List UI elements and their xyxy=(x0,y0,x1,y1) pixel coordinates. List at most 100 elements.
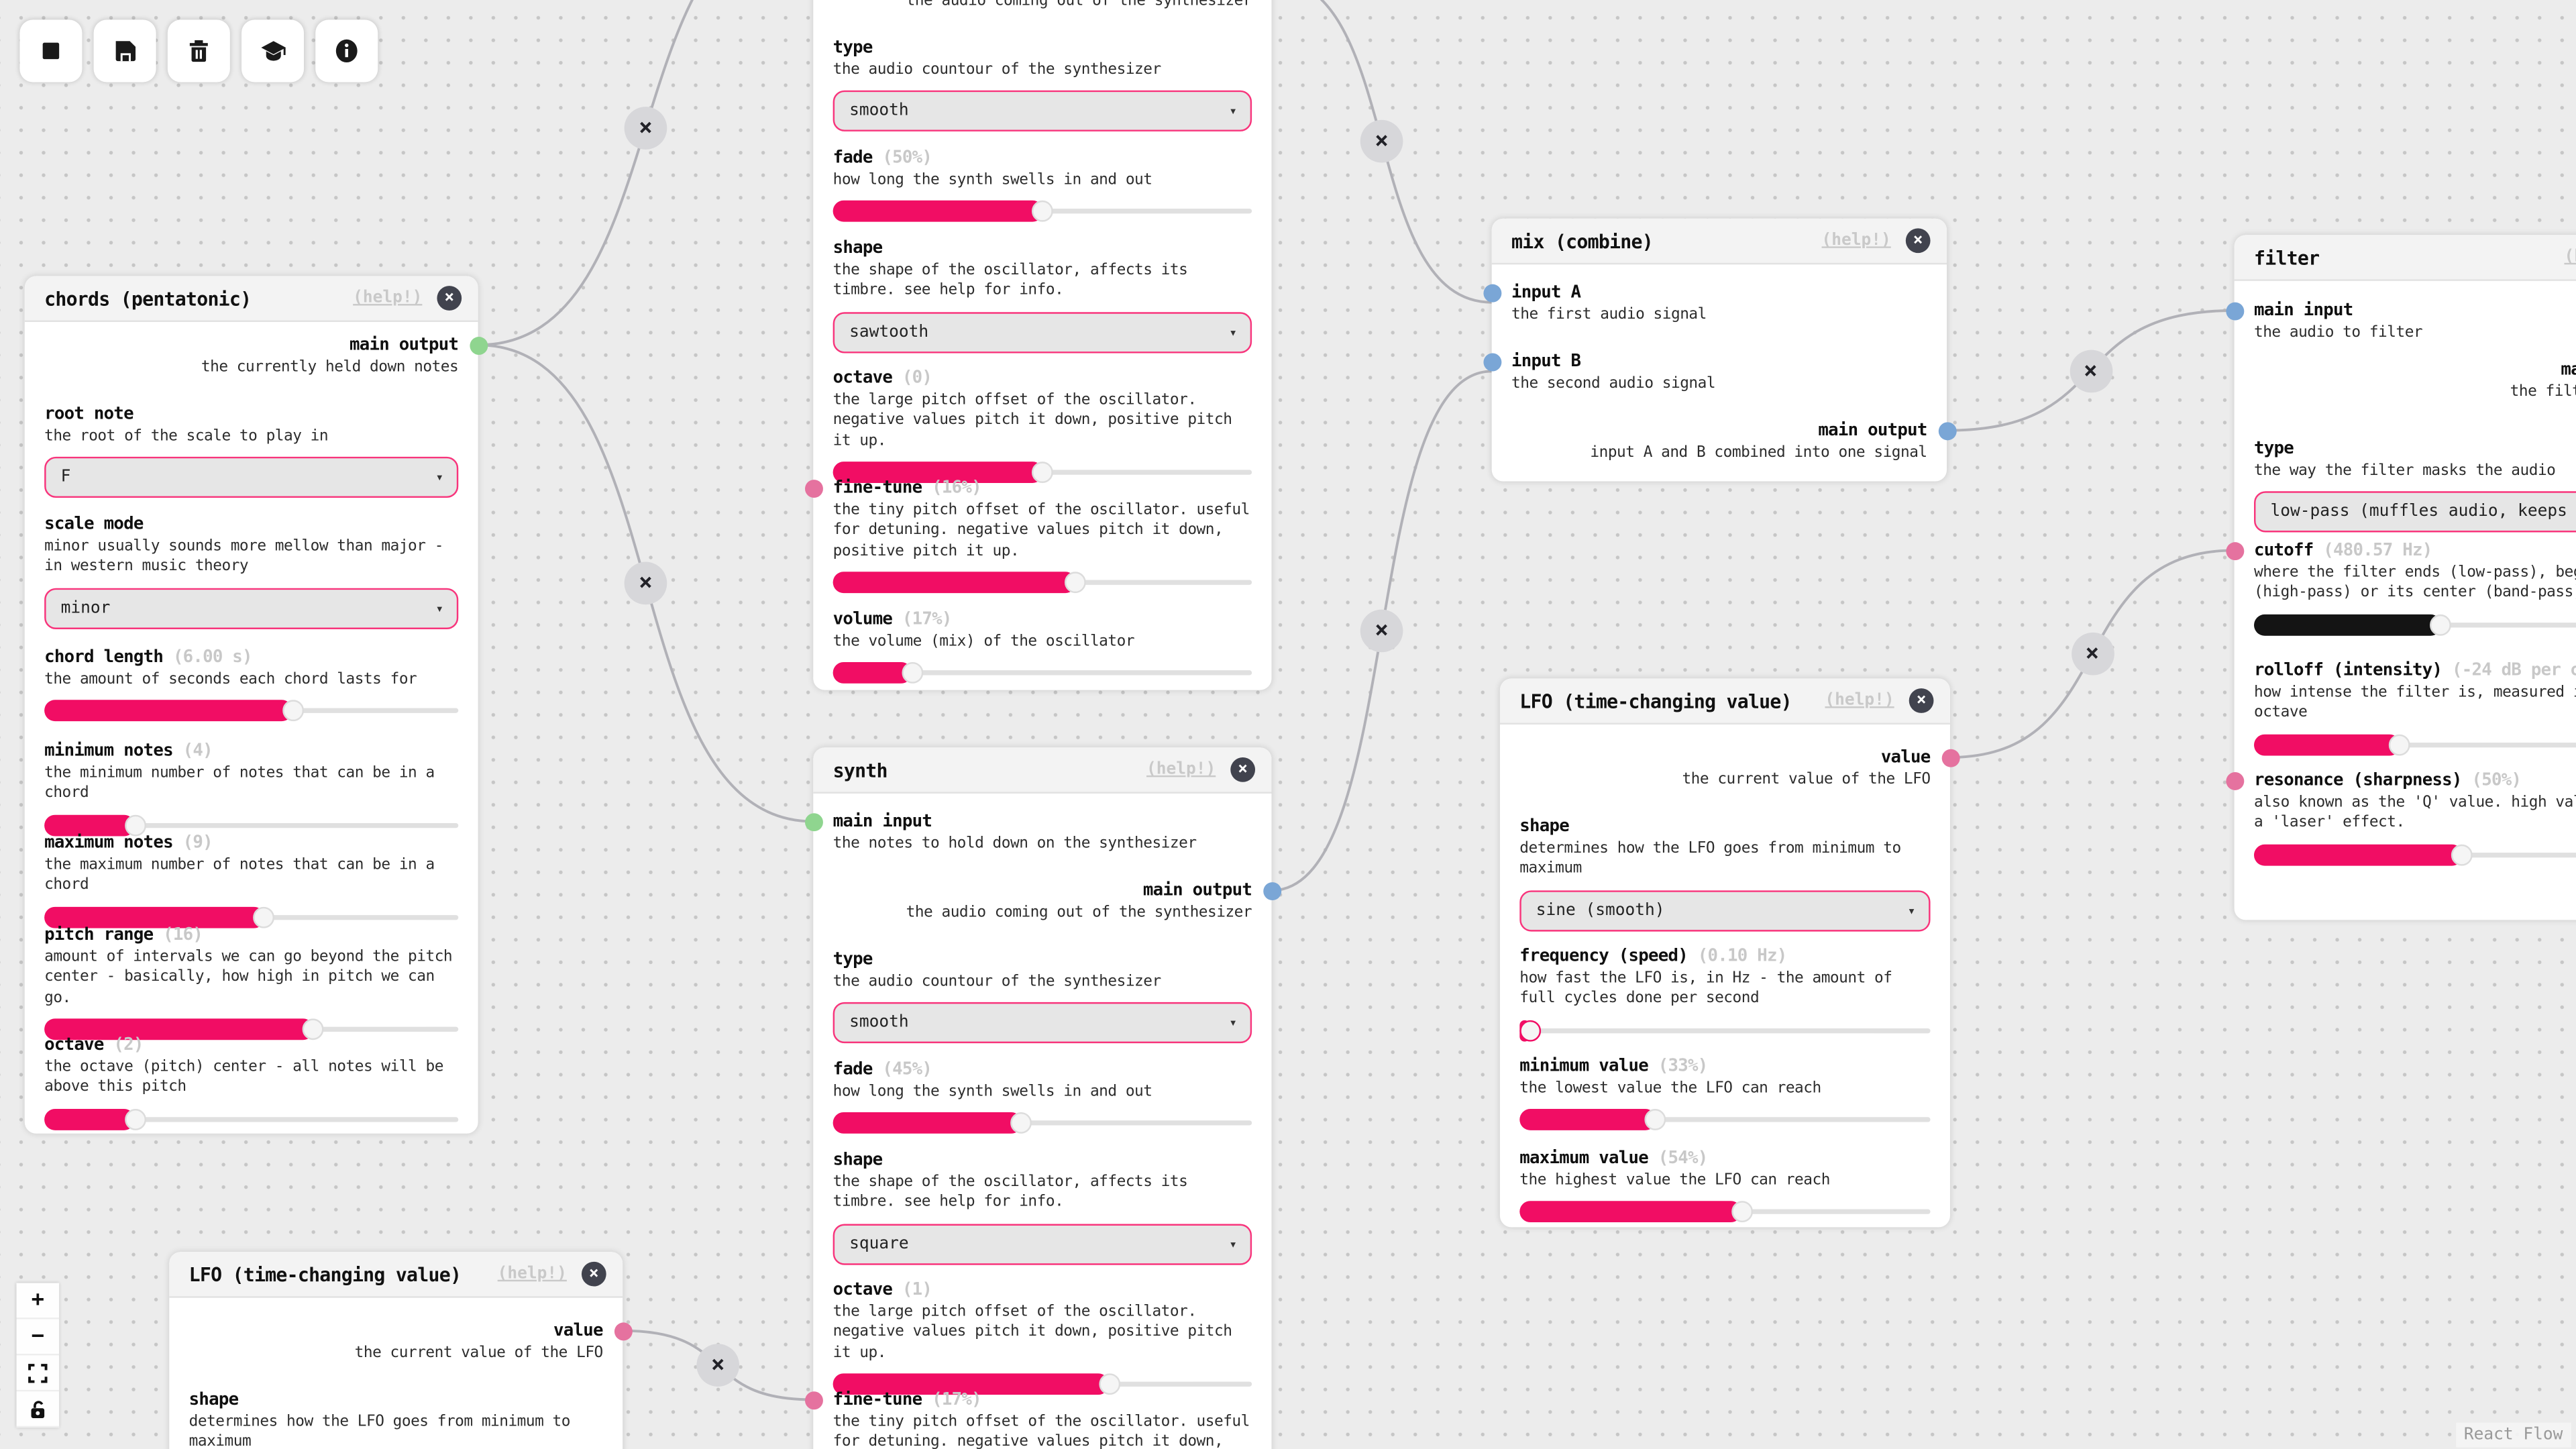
edge-delete-button[interactable]: × xyxy=(696,1344,740,1387)
blue-handle-target[interactable] xyxy=(1483,353,1501,372)
edge-delete-button[interactable]: × xyxy=(2070,632,2114,676)
slider-resonance-sharpness-[interactable] xyxy=(2254,843,2576,865)
slider-knob[interactable] xyxy=(2430,613,2451,635)
slider-maximum-notes[interactable] xyxy=(44,906,459,928)
help-link[interactable]: (help!) xyxy=(2564,248,2576,266)
slider-octave[interactable] xyxy=(44,1108,459,1130)
edge-delete-button[interactable]: × xyxy=(1360,119,1403,162)
slider-frequency-speed-[interactable] xyxy=(1519,1019,1931,1041)
slider-knob[interactable] xyxy=(1064,571,1086,593)
field-label: resonance (sharpness) (50%) xyxy=(2254,770,2522,790)
slider-fine-tune[interactable] xyxy=(833,571,1252,593)
slider-knob[interactable] xyxy=(125,814,146,836)
node-chords[interactable]: chords (pentatonic) (help!) × main output th… xyxy=(24,276,488,1134)
slider-octave[interactable] xyxy=(833,461,1252,483)
pink-handle-source[interactable] xyxy=(804,480,822,498)
help-link[interactable]: (help!) xyxy=(1146,760,1216,779)
slider-cutoff[interactable] xyxy=(2254,613,2576,635)
slider-knob[interactable] xyxy=(1010,1112,1032,1134)
delete-button[interactable] xyxy=(167,19,230,83)
field-type: type the audio countour of the synthesize… xyxy=(833,950,1252,1044)
lock-button[interactable] xyxy=(16,1391,60,1428)
blue-handle-source[interactable] xyxy=(1937,422,1956,441)
stop-button[interactable] xyxy=(19,19,83,83)
green-handle-target[interactable] xyxy=(804,813,822,832)
save-button[interactable] xyxy=(93,19,156,83)
edge-delete-button[interactable]: × xyxy=(624,105,667,149)
slider-knob[interactable] xyxy=(253,906,274,928)
field-description: where the filter ends (low-pass), begins… xyxy=(2254,564,2576,602)
slider-knob[interactable] xyxy=(1644,1109,1666,1131)
slider-knob[interactable] xyxy=(1099,1373,1121,1395)
slider-knob[interactable] xyxy=(302,1018,324,1040)
pink-handle-source[interactable] xyxy=(804,1391,822,1410)
node-close-button[interactable]: × xyxy=(1905,228,1931,254)
slider-knob[interactable] xyxy=(1031,461,1053,483)
info-button[interactable] xyxy=(315,19,378,83)
select-shape[interactable]: sawtooth ▾ xyxy=(833,311,1252,353)
node-mix[interactable]: mix (combine) (help!) × input A the first au… xyxy=(1483,218,1956,482)
field-value-readout: (-24 dB per octave) xyxy=(2451,660,2576,680)
node-lfo-right[interactable]: LFO (time-changing value) (help!) × value th… xyxy=(1499,678,1960,1228)
zoom-out-button[interactable]: − xyxy=(16,1319,60,1356)
node-synth-mid[interactable]: synth (help!) × main input the notes to hold… xyxy=(804,747,1281,1449)
help-link[interactable]: (help!) xyxy=(1821,231,1891,250)
select-shape[interactable]: sine (smooth) ▾ xyxy=(1519,890,1931,931)
blue-handle-source[interactable] xyxy=(1263,882,1281,901)
select-type[interactable]: smooth ▾ xyxy=(833,91,1252,132)
field-label: minimum value (33%) xyxy=(1519,1056,1708,1077)
react-flow-attribution[interactable]: React Flow xyxy=(2455,1422,2571,1448)
node-close-button[interactable]: × xyxy=(437,286,462,311)
edge-delete-button[interactable]: × xyxy=(1360,609,1403,653)
slider-knob[interactable] xyxy=(2388,733,2410,755)
green-handle-source[interactable] xyxy=(469,337,488,355)
pink-handle-source[interactable] xyxy=(2225,542,2244,561)
node-close-button[interactable]: × xyxy=(581,1261,606,1287)
fit-view-button[interactable] xyxy=(16,1355,60,1392)
slider-minimum-value[interactable] xyxy=(1519,1109,1931,1131)
select-type[interactable]: low-pass (muffles audio, keeps only lows… xyxy=(2254,491,2576,533)
help-link[interactable]: (help!) xyxy=(1825,692,1894,710)
help-link[interactable]: (help!) xyxy=(353,289,423,307)
blue-handle-target[interactable] xyxy=(2225,302,2244,321)
slider-knob[interactable] xyxy=(282,700,305,722)
slider-chord-length[interactable] xyxy=(44,700,459,722)
slider-pitch-range[interactable] xyxy=(44,1018,459,1040)
slider-knob[interactable] xyxy=(1731,1201,1754,1223)
slider-rolloff-intensity-[interactable] xyxy=(2254,733,2576,755)
node-close-button[interactable]: × xyxy=(1230,757,1256,782)
pink-handle-source[interactable] xyxy=(613,1322,632,1341)
zoom-in-button[interactable]: + xyxy=(16,1283,60,1320)
select-root-note[interactable]: F ▾ xyxy=(44,457,459,498)
edge-delete-button[interactable]: × xyxy=(2069,349,2112,392)
slider-knob[interactable] xyxy=(1031,201,1053,223)
pink-handle-source[interactable] xyxy=(2225,772,2244,790)
edge-delete-button[interactable]: × xyxy=(624,561,667,605)
node-header: filter(help!)× xyxy=(2234,235,2576,281)
slider-fade[interactable] xyxy=(833,1112,1252,1134)
tutorial-button[interactable] xyxy=(241,19,305,83)
slider-knob[interactable] xyxy=(1519,1019,1542,1041)
select-scale-mode[interactable]: minor ▾ xyxy=(44,587,459,629)
slider-maximum-value[interactable] xyxy=(1519,1201,1931,1223)
node-close-button[interactable]: × xyxy=(1909,688,1934,713)
help-link[interactable]: (help!) xyxy=(497,1265,567,1283)
select-value: low-pass (muffles audio, keeps only lows… xyxy=(2270,503,2576,522)
slider-volume[interactable] xyxy=(833,662,1252,684)
slider-fade[interactable] xyxy=(833,201,1252,223)
pink-handle-source[interactable] xyxy=(1941,749,1960,767)
edge-chords-to-synth-top[interactable] xyxy=(478,0,814,347)
slider-knob[interactable] xyxy=(2451,843,2473,865)
blue-handle-target[interactable] xyxy=(1483,284,1501,303)
select-type[interactable]: smooth ▾ xyxy=(833,1002,1252,1044)
slider-minimum-notes[interactable] xyxy=(44,814,459,836)
slider-octave[interactable] xyxy=(833,1373,1252,1395)
select-shape[interactable]: square ▾ xyxy=(833,1223,1252,1265)
node-lfo-bottom[interactable]: LFO (time-changing value) (help!) × value th… xyxy=(169,1252,632,1449)
field-label: fade (45%) xyxy=(833,1059,932,1079)
slider-knob[interactable] xyxy=(125,1108,146,1130)
slider-knob[interactable] xyxy=(902,662,924,684)
